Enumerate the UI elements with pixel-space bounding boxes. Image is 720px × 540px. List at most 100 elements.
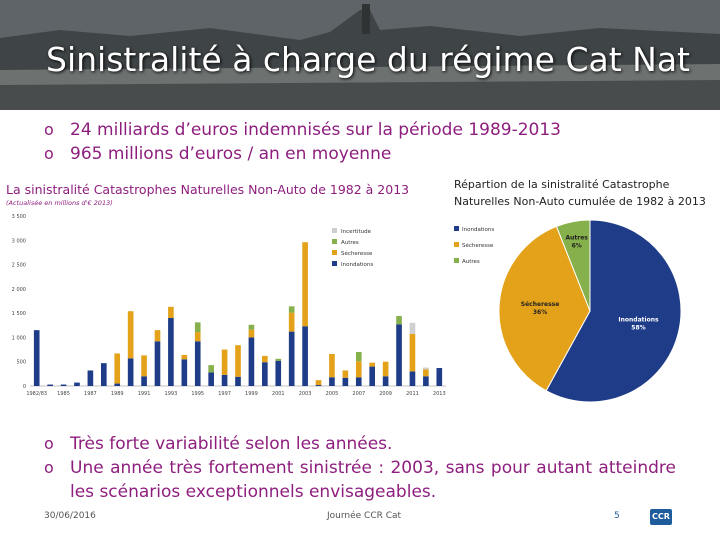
pie-legend-label: Autres	[462, 259, 480, 265]
legend-label: Sécheresse	[341, 250, 373, 257]
bar-inondations-1989	[114, 383, 121, 386]
bar-inondations-1995	[194, 341, 201, 386]
x-tick-label: 1999	[245, 391, 258, 397]
bar-inondations-2009	[382, 376, 389, 386]
x-tick-label: 1982/83	[26, 391, 47, 397]
title-banner: Sinistralité à charge du régime Cat Nat	[0, 0, 720, 110]
legend-label: Inondations	[341, 262, 373, 268]
pie-chart-title: Répartion de la sinistralité Catastrophe…	[454, 178, 706, 208]
x-tick-label: 2009	[379, 391, 392, 397]
bar-inondations-2000	[262, 362, 268, 386]
pie-slice-autres	[555, 219, 591, 312]
pie-slice-value: 58%	[631, 324, 645, 331]
bar-autres-2010	[396, 316, 402, 325]
pie-legend-label: Inondations	[462, 227, 494, 233]
bar-scheresse-2012	[423, 369, 429, 377]
pie-slice-label: Autres	[566, 234, 589, 241]
bullet-glyph: o	[44, 120, 54, 139]
pie-legend-swatch	[454, 242, 459, 247]
bar-inondations-1991	[141, 376, 147, 386]
bar-scheresse-2002	[288, 312, 295, 332]
legend-swatch	[332, 228, 337, 233]
bar-autres-1995	[194, 322, 201, 333]
pie-slice-inondations	[545, 219, 682, 403]
bar-chart: 0 500 1 000 1 500 2 000 2 500 3 000 3 500 1982/8…	[12, 214, 446, 397]
bar-inondations-2006	[342, 377, 349, 386]
bullet-item: o 965 millions d’euros / an en moyenne	[44, 142, 561, 166]
bar-inondations-1996	[208, 372, 214, 386]
bar-inondations-1993	[168, 318, 174, 386]
bar-inondations-1992	[154, 341, 161, 386]
legend-label: Incertitude	[341, 229, 372, 235]
bar-inondations-1982-83	[33, 330, 40, 386]
bar-incertitude-2012	[423, 367, 429, 370]
pie-slice-value: 6%	[572, 242, 582, 249]
bar-scheresse-1995	[194, 332, 201, 342]
bar-inondations-1998	[235, 376, 241, 386]
bar-inondations-2002	[288, 331, 295, 386]
x-tick-label: 2003	[299, 391, 312, 397]
pie-slice-label: Sécheresse	[521, 301, 560, 308]
bar-scheresse-1990	[127, 311, 134, 359]
legend-swatch	[332, 261, 337, 266]
bar-inondations-1985	[60, 384, 67, 386]
bullet-glyph: o	[44, 144, 54, 163]
y-tick-label: 0	[23, 384, 26, 390]
bar-scheresse-2009	[382, 361, 389, 377]
bar-inondations-1987	[87, 370, 94, 386]
bar-scheresse-1989	[114, 353, 121, 384]
pie-slice-value: 36%	[533, 309, 547, 316]
bar-scheresse-2011	[409, 334, 416, 372]
y-tick-label: 2 500	[12, 263, 26, 269]
bar-autres-2001	[275, 358, 282, 361]
bar-inondations-1999	[248, 337, 255, 386]
bar-scheresse-1994	[181, 354, 188, 360]
bar-inondations-1997	[221, 374, 228, 386]
bar-scheresse-1992	[154, 330, 161, 342]
top-bullet-list: o 24 milliards d’euros indemnisés sur la …	[44, 118, 561, 166]
pie-legend-swatch	[454, 226, 459, 231]
legend-label: Autres	[341, 240, 359, 246]
y-tick-label: 3 500	[12, 214, 26, 220]
bullet-item: o Une année très fortement sinistrée : 20…	[44, 456, 676, 504]
pie-slice-label: Inondations	[618, 316, 659, 323]
bullet-text: 24 milliards d’euros indemnisés sur la p…	[70, 120, 561, 140]
bullet-text: Très forte variabilité selon les années.	[70, 434, 393, 454]
bullet-text: Une année très fortement sinistrée : 200…	[70, 458, 676, 502]
y-tick-label: 500	[16, 360, 26, 366]
bar-inondations-2004	[315, 385, 322, 386]
x-tick-label: 1991	[138, 391, 151, 397]
y-tick-label: 3 000	[12, 238, 26, 244]
x-tick-label: 2013	[433, 391, 446, 397]
bar-inondations-2011	[409, 371, 416, 386]
legend-swatch	[332, 239, 337, 244]
bar-scheresse-1991	[141, 355, 147, 377]
bar-autres-2007	[355, 352, 362, 362]
bar-chart-title: La sinistralité Catastrophes Naturelles …	[6, 182, 410, 197]
bar-scheresse-2008	[369, 362, 376, 367]
x-tick-label: 1993	[165, 391, 178, 397]
bar-scheresse-2005	[329, 353, 335, 378]
bar-scheresse-2007	[355, 361, 362, 378]
bar-inondations-2007	[355, 377, 362, 386]
bar-scheresse-1997	[221, 349, 228, 375]
x-tick-label: 2001	[272, 391, 285, 397]
bar-autres-1999	[248, 324, 255, 330]
x-tick-label: 1997	[218, 391, 231, 397]
footer-date: 30/06/2016	[44, 511, 96, 521]
bar-inondations-1986	[74, 382, 80, 386]
pie-legend-label: Sécheresse	[462, 242, 494, 249]
x-tick-label: 2005	[326, 391, 339, 397]
bullet-item: o 24 milliards d’euros indemnisés sur la …	[44, 118, 561, 142]
bar-scheresse-2000	[262, 355, 268, 363]
bar-chart-subtitle: (Actualisée en millions d'€ 2013)	[6, 199, 113, 207]
x-tick-label: 1989	[111, 391, 124, 397]
bar-inondations-2013	[436, 368, 443, 386]
x-tick-label: 2007	[352, 391, 365, 397]
bar-scheresse-2003	[302, 242, 308, 327]
bar-inondations-1988	[100, 363, 107, 386]
bar-inondations-2005	[329, 377, 335, 386]
bar-inondations-1990	[127, 358, 134, 386]
bar-scheresse-1999	[248, 329, 255, 338]
bullet-glyph: o	[44, 434, 54, 453]
